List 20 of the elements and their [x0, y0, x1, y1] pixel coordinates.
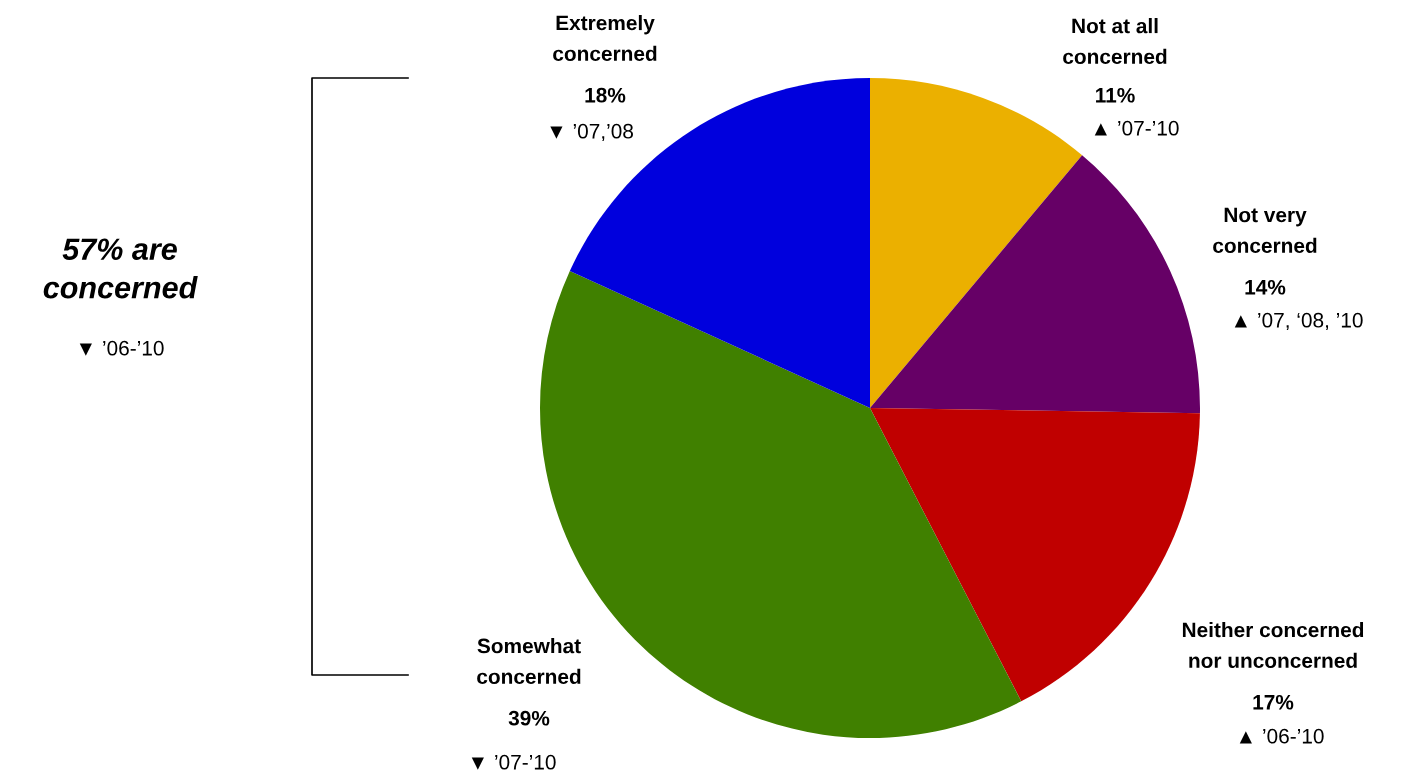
pie-slice	[569, 78, 870, 408]
pie-slice	[870, 78, 1083, 408]
text: ▼ ’07,’08	[550, 123, 633, 142]
text: 57% are concerned	[43, 238, 198, 299]
pie-slice	[870, 155, 1200, 414]
data-label: 14%	[1245, 279, 1286, 295]
text: ▲ ’06-’10	[1239, 728, 1324, 744]
text: ▲ ’07-’10	[1094, 120, 1179, 136]
data-label: 18%	[585, 87, 626, 103]
data-label: 39%	[508, 710, 550, 726]
slice-label: Somewhat concerned	[477, 638, 581, 685]
data-label: 17%	[1253, 694, 1294, 710]
text: ▲ ’07, ‘08, ’10	[1234, 312, 1363, 331]
text: ▼ ’06-’10	[79, 340, 164, 356]
slice-label: Not at all concerned	[1063, 18, 1167, 65]
text: ▼ ’07-’10	[471, 754, 556, 770]
slice-label: Extremely concerned	[553, 15, 657, 62]
slice-label: Neither concerned nor unconcerned	[1182, 622, 1364, 669]
slice-label: Not very concerned	[1213, 207, 1317, 254]
data-label: 11%	[1096, 87, 1135, 103]
